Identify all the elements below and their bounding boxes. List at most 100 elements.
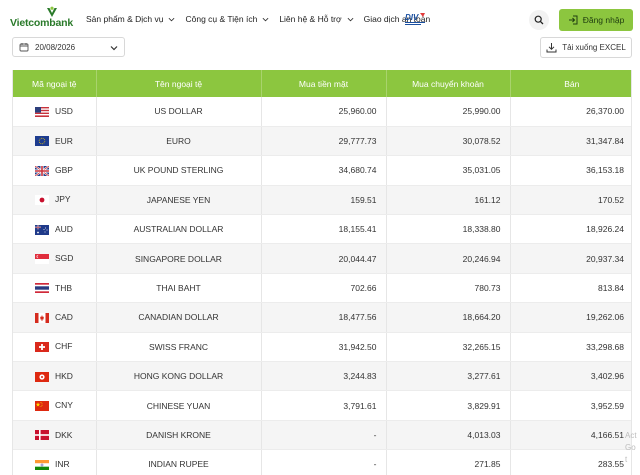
div-badge-icon[interactable]: DIV [403, 11, 429, 27]
nav-products[interactable]: Sản phẩm & Dịch vụ [86, 14, 175, 24]
transfer-buy-rate: 271.85 [386, 449, 511, 475]
currency-name: UK POUND STERLING [96, 155, 262, 186]
login-label: Đăng nhập [582, 15, 625, 25]
switzerland-flag-icon [35, 342, 49, 353]
currency-code-cell: CAD [13, 302, 97, 333]
main-nav: Sản phẩm & Dịch vụ Công cụ & Tiện ích Li… [86, 14, 440, 24]
chevron-down-icon [110, 46, 118, 51]
currency-code: JPY [55, 194, 71, 205]
transfer-buy-rate: 35,031.05 [386, 155, 511, 186]
currency-code-cell: GBP [13, 155, 97, 186]
logo-mark-icon [47, 6, 57, 17]
nav-tools-label: Công cụ & Tiện ích [185, 14, 258, 24]
sell-rate: 3,952.59 [510, 390, 631, 421]
login-button[interactable]: Đăng nhập [559, 9, 633, 31]
date-value: 20/08/2026 [35, 42, 76, 52]
cash-buy-rate: 3,791.61 [261, 390, 387, 421]
currency-name: HONG KONG DOLLAR [96, 361, 262, 392]
hong-kong-flag-icon [35, 371, 49, 382]
currency-name: JAPANESE YEN [96, 185, 262, 216]
sell-rate: 813.84 [510, 273, 631, 304]
table-row: CNY CHINESE YUAN 3,791.61 3,829.91 3,952… [13, 390, 631, 421]
cash-buy-rate: - [261, 449, 387, 475]
transfer-buy-rate: 161.12 [386, 185, 511, 216]
japan-flag-icon [35, 195, 49, 206]
table-row: USD US DOLLAR 25,960.00 25,990.00 26,370… [13, 97, 631, 127]
table-row: SGD SINGAPORE DOLLAR 20,044.47 20,246.94… [13, 243, 631, 274]
login-icon [568, 15, 578, 25]
table-row: EUR EURO 29,777.73 30,078.52 31,347.84 [13, 126, 631, 157]
currency-code: AUD [55, 223, 73, 234]
logo-text: Vietcombank [10, 17, 73, 29]
date-picker[interactable]: 20/08/2026 [12, 37, 125, 57]
transfer-buy-rate: 20,246.94 [386, 243, 511, 274]
sell-rate: 36,153.18 [510, 155, 631, 186]
currency-code: CHF [55, 341, 73, 352]
table-row: HKD HONG KONG DOLLAR 3,244.83 3,277.61 3… [13, 361, 631, 392]
transfer-buy-rate: 3,277.61 [386, 361, 511, 392]
cash-buy-rate: - [261, 420, 387, 451]
nav-contact[interactable]: Liên hệ & Hỗ trợ [279, 14, 354, 24]
vietcombank-logo[interactable]: Vietcombank [10, 5, 82, 33]
sell-rate: 170.52 [510, 185, 631, 216]
currency-code: USD [55, 106, 73, 117]
nav-contact-label: Liên hệ & Hỗ trợ [279, 14, 342, 24]
currency-name: SINGAPORE DOLLAR [96, 243, 262, 274]
nav-products-label: Sản phẩm & Dịch vụ [86, 14, 164, 24]
currency-code: GBP [55, 165, 73, 176]
currency-code: EUR [55, 135, 73, 146]
chevron-down-icon [262, 17, 269, 21]
watermark-line-2: Go t [625, 443, 636, 464]
cash-buy-rate: 18,477.56 [261, 302, 387, 333]
currency-name: EURO [96, 126, 262, 157]
cash-buy-rate: 3,244.83 [261, 361, 387, 392]
chevron-down-icon [169, 17, 175, 21]
cash-buy-rate: 702.66 [261, 273, 387, 304]
currency-name: US DOLLAR [96, 97, 262, 127]
eu-flag-icon [35, 136, 49, 147]
table-row: AUD AUSTRALIAN DOLLAR 18,155.41 18,338.8… [13, 214, 631, 245]
nav-safe-transactions[interactable]: Giao dịch an toàn [364, 14, 431, 24]
transfer-buy-rate: 25,990.00 [386, 97, 511, 127]
currency-code-cell: SGD [13, 243, 97, 274]
us-flag-icon [35, 106, 49, 117]
transfer-buy-rate: 4,013.03 [386, 420, 511, 451]
nav-tools[interactable]: Công cụ & Tiện ích [185, 14, 269, 24]
cash-buy-rate: 20,044.47 [261, 243, 387, 274]
currency-code: DKK [55, 429, 73, 440]
download-excel-button[interactable]: Tải xuống EXCEL [540, 37, 632, 58]
search-button[interactable] [529, 10, 549, 30]
download-excel-label: Tải xuống EXCEL [562, 43, 626, 52]
transfer-buy-rate: 32,265.15 [386, 332, 511, 363]
uk-flag-icon [35, 165, 49, 176]
currency-code-cell: CNY [13, 390, 97, 421]
site-header: Vietcombank Sản phẩm & Dịch vụ Công cụ &… [0, 0, 640, 38]
currency-name: AUSTRALIAN DOLLAR [96, 214, 262, 245]
sell-rate: 26,370.00 [510, 97, 631, 127]
currency-code: SGD [55, 253, 74, 264]
calendar-icon [19, 43, 29, 52]
canada-flag-icon [35, 312, 49, 323]
sell-rate: 20,937.34 [510, 243, 631, 274]
cash-buy-rate: 34,680.74 [261, 155, 387, 186]
currency-code-cell: CHF [13, 332, 97, 363]
download-icon [546, 43, 557, 53]
currency-name: INDIAN RUPEE [96, 449, 262, 475]
table-row: DKK DANISH KRONE - 4,013.03 4,166.51 [13, 420, 631, 451]
currency-code-cell: USD [13, 97, 97, 127]
transfer-buy-rate: 18,664.20 [386, 302, 511, 333]
cash-buy-rate: 18,155.41 [261, 214, 387, 245]
activation-watermark: Act Go t [625, 430, 640, 466]
currency-code: HKD [55, 370, 73, 381]
transfer-buy-rate: 3,829.91 [386, 390, 511, 421]
currency-name: THAI BAHT [96, 273, 262, 304]
sell-rate: 33,298.68 [510, 332, 631, 363]
column-header-transfer-buy: Mua chuyển khoản [386, 70, 511, 97]
transfer-buy-rate: 30,078.52 [386, 126, 511, 157]
table-row: CAD CANADIAN DOLLAR 18,477.56 18,664.20 … [13, 302, 631, 333]
currency-name: CANADIAN DOLLAR [96, 302, 262, 333]
transfer-buy-rate: 780.73 [386, 273, 511, 304]
currency-code: INR [55, 459, 70, 469]
cash-buy-rate: 29,777.73 [261, 126, 387, 157]
currency-code-cell: AUD [13, 214, 97, 245]
